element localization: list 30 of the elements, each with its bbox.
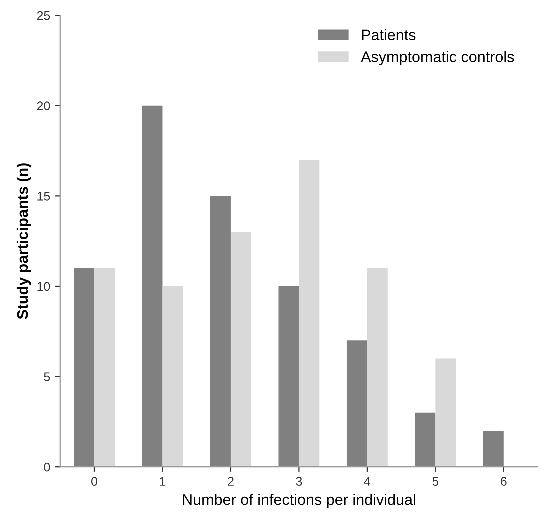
y-tick-label: 5 [44,372,50,382]
legend-label: Patients [362,29,416,41]
bar [299,160,320,468]
y-tick-label: 15 [38,192,50,201]
x-tick-label: 0 [92,477,98,486]
bar [94,268,115,468]
x-tick-label: 3 [296,477,302,486]
y-tick-label: 0 [44,462,50,472]
bar [210,196,231,468]
legend-label: Asymptomatic controls [361,51,514,66]
bar [162,286,184,468]
x-tick-label: 5 [432,477,439,486]
x-tick-label: 1 [160,477,166,486]
bar [74,268,95,468]
bar [436,358,456,468]
y-axis-title: Study participants (n) [16,164,32,320]
bar [415,412,436,468]
bar [483,430,504,468]
bar [346,340,368,468]
y-tick-label: 10 [38,282,50,292]
bar [278,286,300,468]
x-tick-label: 2 [228,477,234,486]
x-axis-title: Number of infections per individual [183,494,416,508]
y-tick-label: 20 [37,102,50,111]
bar [367,268,388,468]
x-tick-label: 4 [364,477,371,486]
y-tick-label: 25 [37,11,50,20]
x-tick-label: 6 [501,477,507,486]
bar [230,232,252,468]
bar [142,106,163,468]
